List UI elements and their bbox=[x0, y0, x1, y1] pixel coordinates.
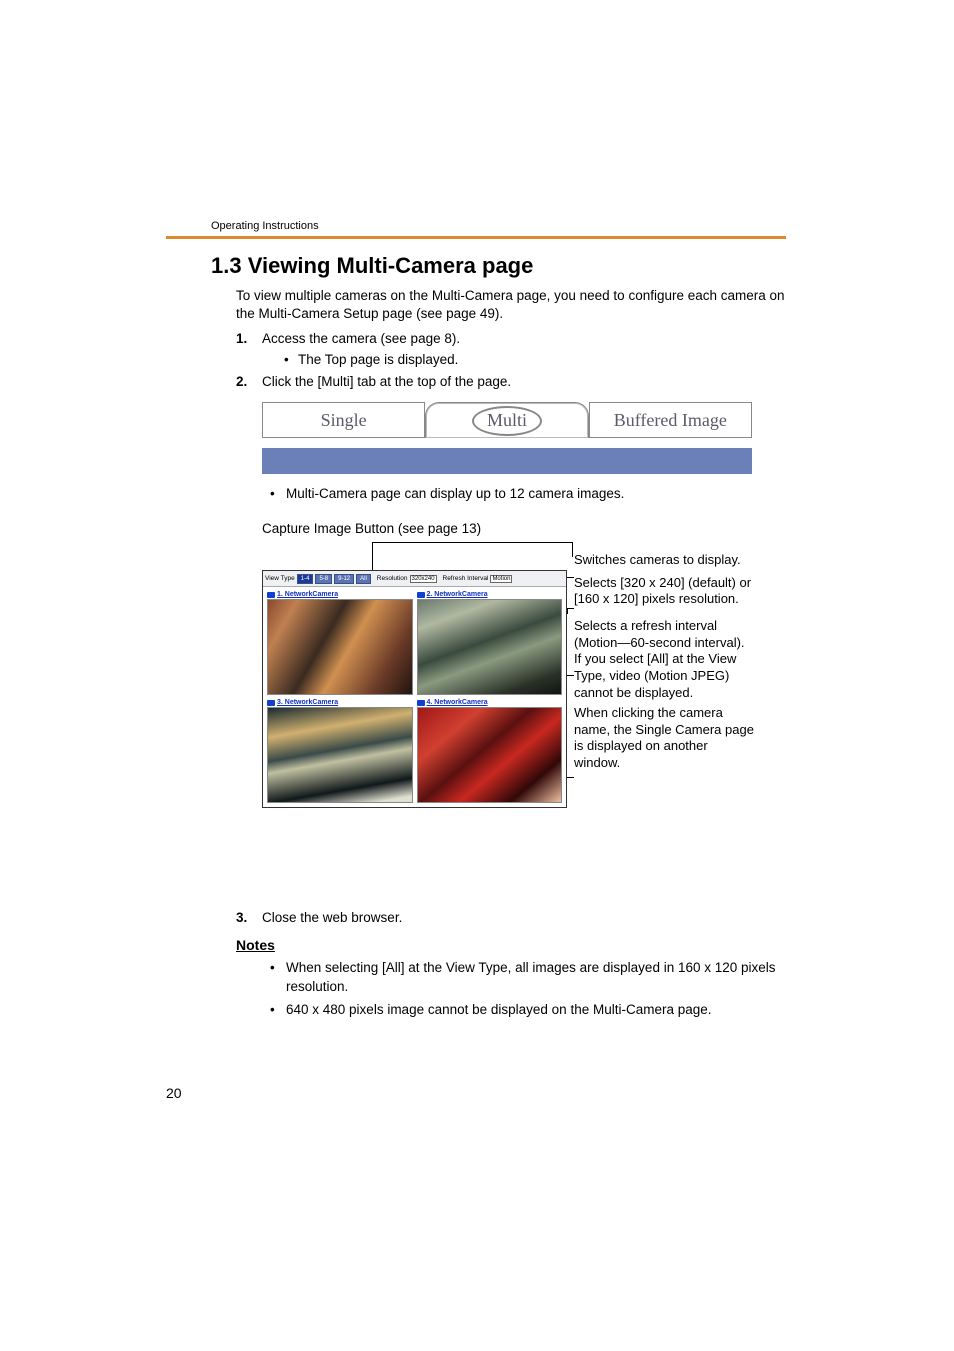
tab-multi-label: Multi bbox=[487, 410, 527, 431]
page-number: 20 bbox=[166, 1085, 182, 1101]
step-2: 2. Click the [Multi] tab at the top of t… bbox=[236, 372, 786, 392]
camera-2-image bbox=[417, 599, 563, 695]
annotation-switches: Switches cameras to display. bbox=[574, 552, 754, 569]
multi-camera-panel: View Type 1-4 5-8 9-12 All Resolution 32… bbox=[262, 570, 567, 808]
tabs-figure: Single Multi Buffered Image bbox=[262, 402, 752, 474]
section-title: 1.3 Viewing Multi-Camera page bbox=[211, 253, 786, 279]
notes-heading: Notes bbox=[236, 937, 786, 953]
page-content: Operating Instructions 1.3 Viewing Multi… bbox=[166, 220, 786, 1024]
annotation-column: Switches cameras to display. Selects [32… bbox=[574, 552, 754, 776]
camera-4-image bbox=[417, 707, 563, 803]
annotation-camera-name: When clicking the camera name, the Singl… bbox=[574, 705, 754, 772]
tab-multi[interactable]: Multi bbox=[425, 402, 588, 438]
view-type-5-8-button[interactable]: 5-8 bbox=[315, 574, 332, 584]
step-2-number: 2. bbox=[236, 372, 247, 392]
multi-camera-figure: View Type 1-4 5-8 9-12 All Resolution 32… bbox=[262, 542, 786, 862]
steps-list: 1. Access the camera (see page 8). The T… bbox=[236, 329, 786, 392]
multi-camera-toolbar: View Type 1-4 5-8 9-12 All Resolution 32… bbox=[263, 571, 566, 587]
camera-2-name: 2. NetworkCamera bbox=[427, 591, 488, 598]
resolution-select[interactable]: 320x240 bbox=[410, 575, 437, 583]
view-type-9-12-button[interactable]: 9-12 bbox=[334, 574, 354, 584]
step-3-text: Close the web browser. bbox=[262, 910, 402, 925]
leader-line bbox=[567, 777, 574, 778]
camera-4-name: 4. NetworkCamera bbox=[427, 699, 488, 706]
camera-icon bbox=[417, 700, 425, 706]
step-3-number: 3. bbox=[236, 910, 247, 925]
camera-1-name: 1. NetworkCamera bbox=[277, 591, 338, 598]
camera-1-image bbox=[267, 599, 413, 695]
camera-icon bbox=[267, 592, 275, 598]
step-2-text: Click the [Multi] tab at the top of the … bbox=[262, 374, 511, 389]
note-2: 640 x 480 pixels image cannot be display… bbox=[262, 1001, 786, 1020]
leader-line bbox=[572, 542, 573, 557]
step-1-sub: The Top page is displayed. bbox=[284, 350, 786, 370]
notes-list: When selecting [All] at the View Type, a… bbox=[262, 959, 786, 1020]
resolution-label: Resolution bbox=[377, 575, 408, 582]
running-head: Operating Instructions bbox=[211, 220, 786, 232]
refresh-select[interactable]: Motion bbox=[490, 575, 512, 583]
camera-2-link[interactable]: 2. NetworkCamera bbox=[417, 591, 563, 598]
camera-3-link[interactable]: 3. NetworkCamera bbox=[267, 699, 413, 706]
view-type-1-4-button[interactable]: 1-4 bbox=[297, 574, 314, 584]
intro-paragraph: To view multiple cameras on the Multi-Ca… bbox=[236, 287, 786, 323]
figure-caption: Capture Image Button (see page 13) bbox=[262, 521, 786, 536]
leader-line bbox=[372, 542, 373, 570]
camera-cell-1: 1. NetworkCamera bbox=[267, 591, 413, 695]
header-rule bbox=[166, 236, 786, 239]
refresh-label: Refresh Interval bbox=[443, 575, 489, 582]
leader-line bbox=[567, 608, 574, 609]
camera-icon bbox=[267, 700, 275, 706]
step-1-number: 1. bbox=[236, 329, 247, 349]
camera-grid: 1. NetworkCamera 2. NetworkCamera 3. Net… bbox=[263, 587, 566, 807]
camera-1-link[interactable]: 1. NetworkCamera bbox=[267, 591, 413, 598]
tab-buffered[interactable]: Buffered Image bbox=[589, 402, 752, 438]
step-3: 3. Close the web browser. bbox=[236, 910, 786, 925]
step-1-text: Access the camera (see page 8). bbox=[262, 331, 460, 346]
camera-icon bbox=[417, 592, 425, 598]
camera-cell-3: 3. NetworkCamera bbox=[267, 699, 413, 803]
annotation-refresh: Selects a refresh interval (Motion—60-se… bbox=[574, 618, 754, 701]
camera-cell-2: 2. NetworkCamera bbox=[417, 591, 563, 695]
multi-camera-note: Multi-Camera page can display up to 12 c… bbox=[262, 486, 786, 501]
camera-3-image bbox=[267, 707, 413, 803]
annotation-resolution: Selects [320 x 240] (default) or [160 x … bbox=[574, 575, 754, 608]
leader-line bbox=[567, 577, 574, 578]
camera-3-name: 3. NetworkCamera bbox=[277, 699, 338, 706]
step-1: 1. Access the camera (see page 8). The T… bbox=[236, 329, 786, 370]
leader-line bbox=[372, 542, 572, 543]
leader-line bbox=[567, 675, 574, 676]
view-type-all-button[interactable]: All bbox=[356, 574, 371, 584]
tab-content-bar bbox=[262, 448, 752, 474]
tabs-row: Single Multi Buffered Image bbox=[262, 402, 752, 438]
camera-cell-4: 4. NetworkCamera bbox=[417, 699, 563, 803]
camera-4-link[interactable]: 4. NetworkCamera bbox=[417, 699, 563, 706]
tab-single[interactable]: Single bbox=[262, 402, 425, 438]
note-1: When selecting [All] at the View Type, a… bbox=[262, 959, 786, 997]
leader-line bbox=[567, 608, 568, 614]
view-type-label: View Type bbox=[265, 575, 295, 582]
